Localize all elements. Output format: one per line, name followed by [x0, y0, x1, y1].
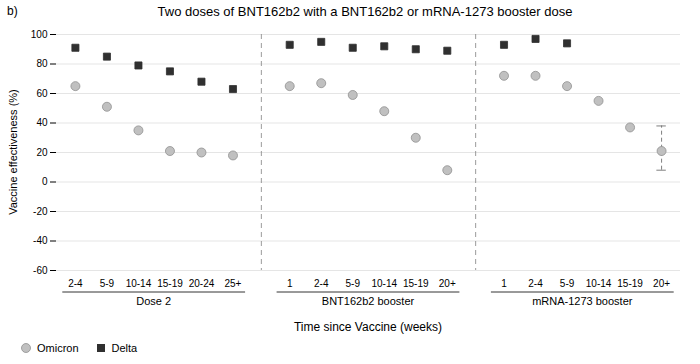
svg-text:Dose 2: Dose 2 — [136, 295, 171, 307]
svg-text:15-19: 15-19 — [617, 278, 643, 289]
html-text:Delta: Delta — [111, 342, 138, 354]
svg-text:-20: -20 — [33, 206, 48, 217]
svg-text:0: 0 — [42, 176, 48, 187]
svg-text:BNT162b2 booster: BNT162b2 booster — [322, 295, 415, 307]
svg-text:1: 1 — [501, 278, 507, 289]
svg-text:15-19: 15-19 — [403, 278, 429, 289]
svg-text:20: 20 — [36, 147, 48, 158]
html-text:b): b) — [7, 4, 18, 18]
svg-text:1: 1 — [287, 278, 293, 289]
svg-text:10-14: 10-14 — [126, 278, 152, 289]
svg-text:15-19: 15-19 — [157, 278, 183, 289]
svg-text:80: 80 — [36, 58, 48, 69]
html-text:Two doses of BNT162b2 with a B: Two doses of BNT162b2 with a BNT162b2 or… — [157, 4, 573, 19]
svg-text:10-14: 10-14 — [371, 278, 397, 289]
svg-text:5-9: 5-9 — [100, 278, 115, 289]
svg-text:Time since Vaccine (weeks): Time since Vaccine (weeks) — [294, 320, 442, 334]
svg-text:-40: -40 — [33, 235, 48, 246]
svg-text:2-4: 2-4 — [314, 278, 329, 289]
svg-text:20+: 20+ — [653, 278, 670, 289]
svg-text:-60: -60 — [33, 265, 48, 276]
svg-text:25+: 25+ — [225, 278, 242, 289]
svg-text:100: 100 — [31, 29, 48, 40]
svg-text:10-14: 10-14 — [586, 278, 612, 289]
svg-text:40: 40 — [36, 117, 48, 128]
svg-text:5-9: 5-9 — [346, 278, 361, 289]
svg-text:20+: 20+ — [439, 278, 456, 289]
html-text:Omicron: Omicron — [37, 342, 79, 354]
svg-text:2-4: 2-4 — [528, 278, 543, 289]
svg-text:60: 60 — [36, 88, 48, 99]
svg-text:20-24: 20-24 — [189, 278, 215, 289]
svg-text:mRNA-1273 booster: mRNA-1273 booster — [532, 295, 633, 307]
svg-text:2-4: 2-4 — [68, 278, 83, 289]
svg-text:Vaccine effectiveness (%): Vaccine effectiveness (%) — [7, 89, 19, 215]
svg-text:5-9: 5-9 — [560, 278, 575, 289]
